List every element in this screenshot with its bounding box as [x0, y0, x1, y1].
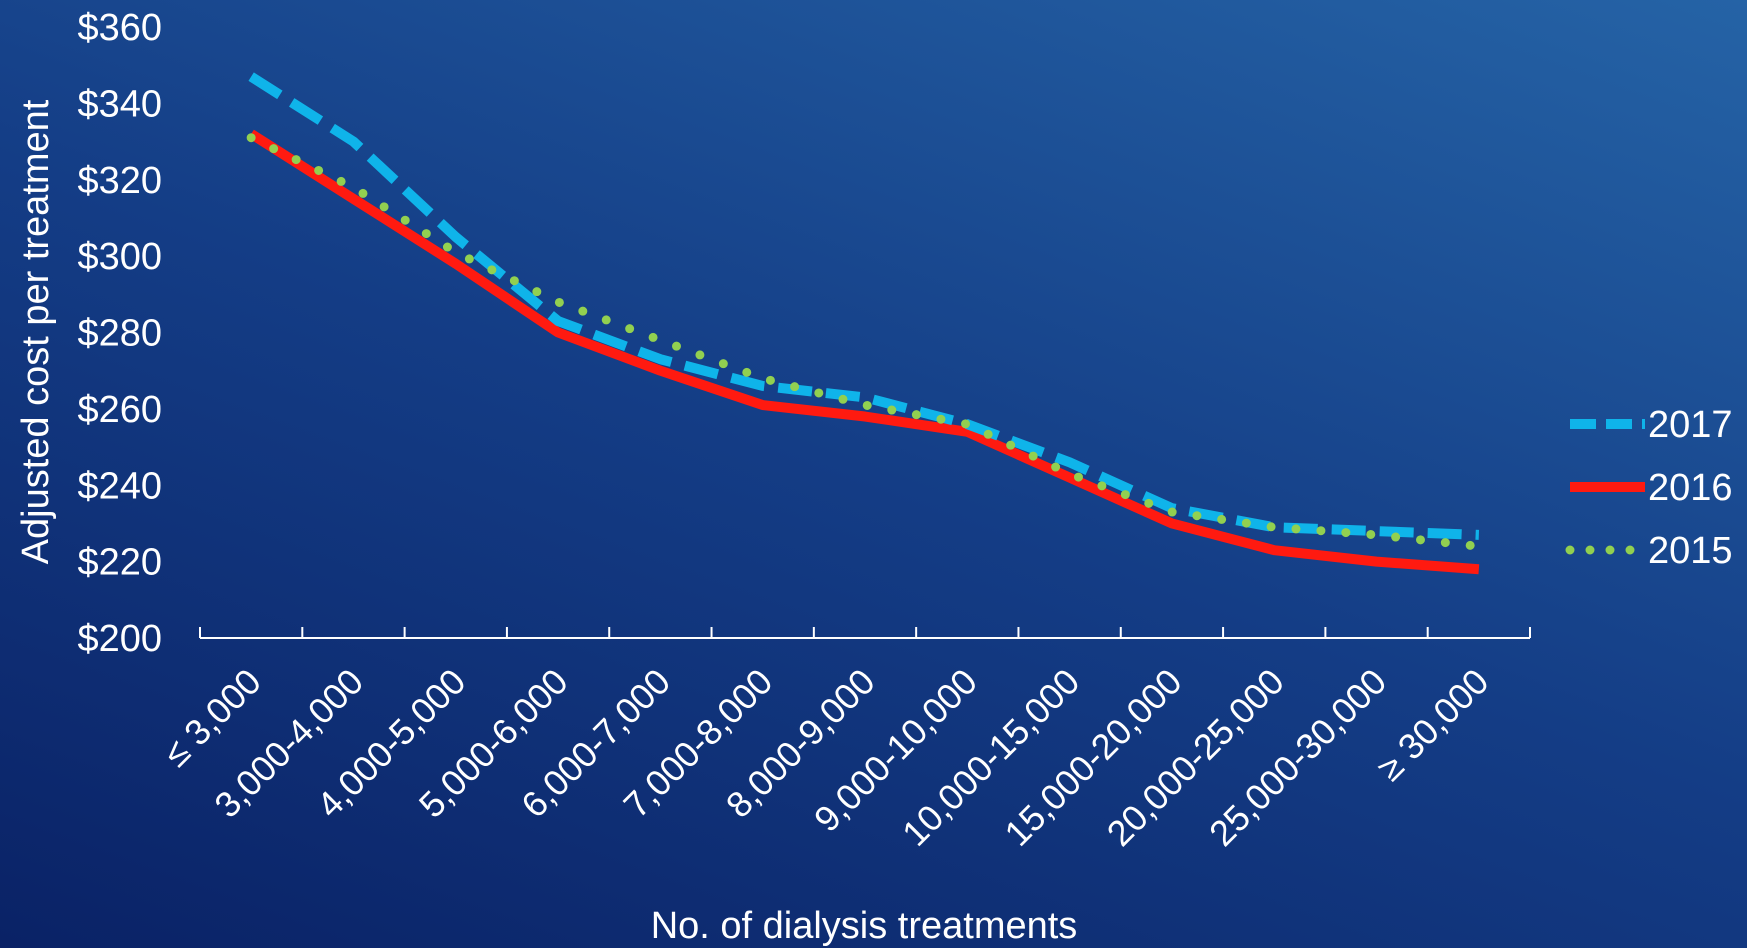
y-tick-label: $260 — [77, 389, 162, 431]
legend-label-2017: 2017 — [1648, 404, 1733, 446]
y-tick-label: $240 — [77, 465, 162, 507]
y-tick-label: $360 — [77, 7, 162, 49]
y-tick-label: $220 — [77, 542, 162, 584]
y-axis: $200 $220 $240 $260 $280 $300 $320 $340 $360 — [77, 7, 162, 660]
legend-label-2016: 2016 — [1648, 467, 1733, 509]
x-axis-title: No. of dialysis treatments — [651, 905, 1078, 947]
series-line-2015 — [246, 133, 1484, 551]
y-axis-title: Adjusted cost per treatment — [15, 99, 57, 564]
series-line-2017 — [248, 72, 1480, 540]
y-tick-label: $340 — [77, 83, 162, 125]
x-tick-label: ≥ 30,000 — [1369, 661, 1497, 789]
y-tick-label: $280 — [77, 313, 162, 355]
y-tick-label: $320 — [77, 160, 162, 202]
y-tick-label: $200 — [77, 618, 162, 660]
x-tick-label: 25,000-30,000 — [1201, 661, 1394, 854]
y-tick-label: $300 — [77, 236, 162, 278]
legend-label-2015: 2015 — [1648, 530, 1733, 572]
x-tick-label: 15,000-20,000 — [996, 661, 1189, 854]
x-tick-label: 10,000-15,000 — [894, 661, 1087, 854]
legend: 2017 2016 2015 — [1565, 404, 1733, 572]
x-axis: ≤ 3,0003,000-4,0004,000-5,0005,000-6,000… — [155, 627, 1531, 854]
x-tick-label: 20,000-25,000 — [1099, 661, 1292, 854]
series-line-2016 — [248, 129, 1480, 575]
plot-area — [246, 72, 1484, 575]
